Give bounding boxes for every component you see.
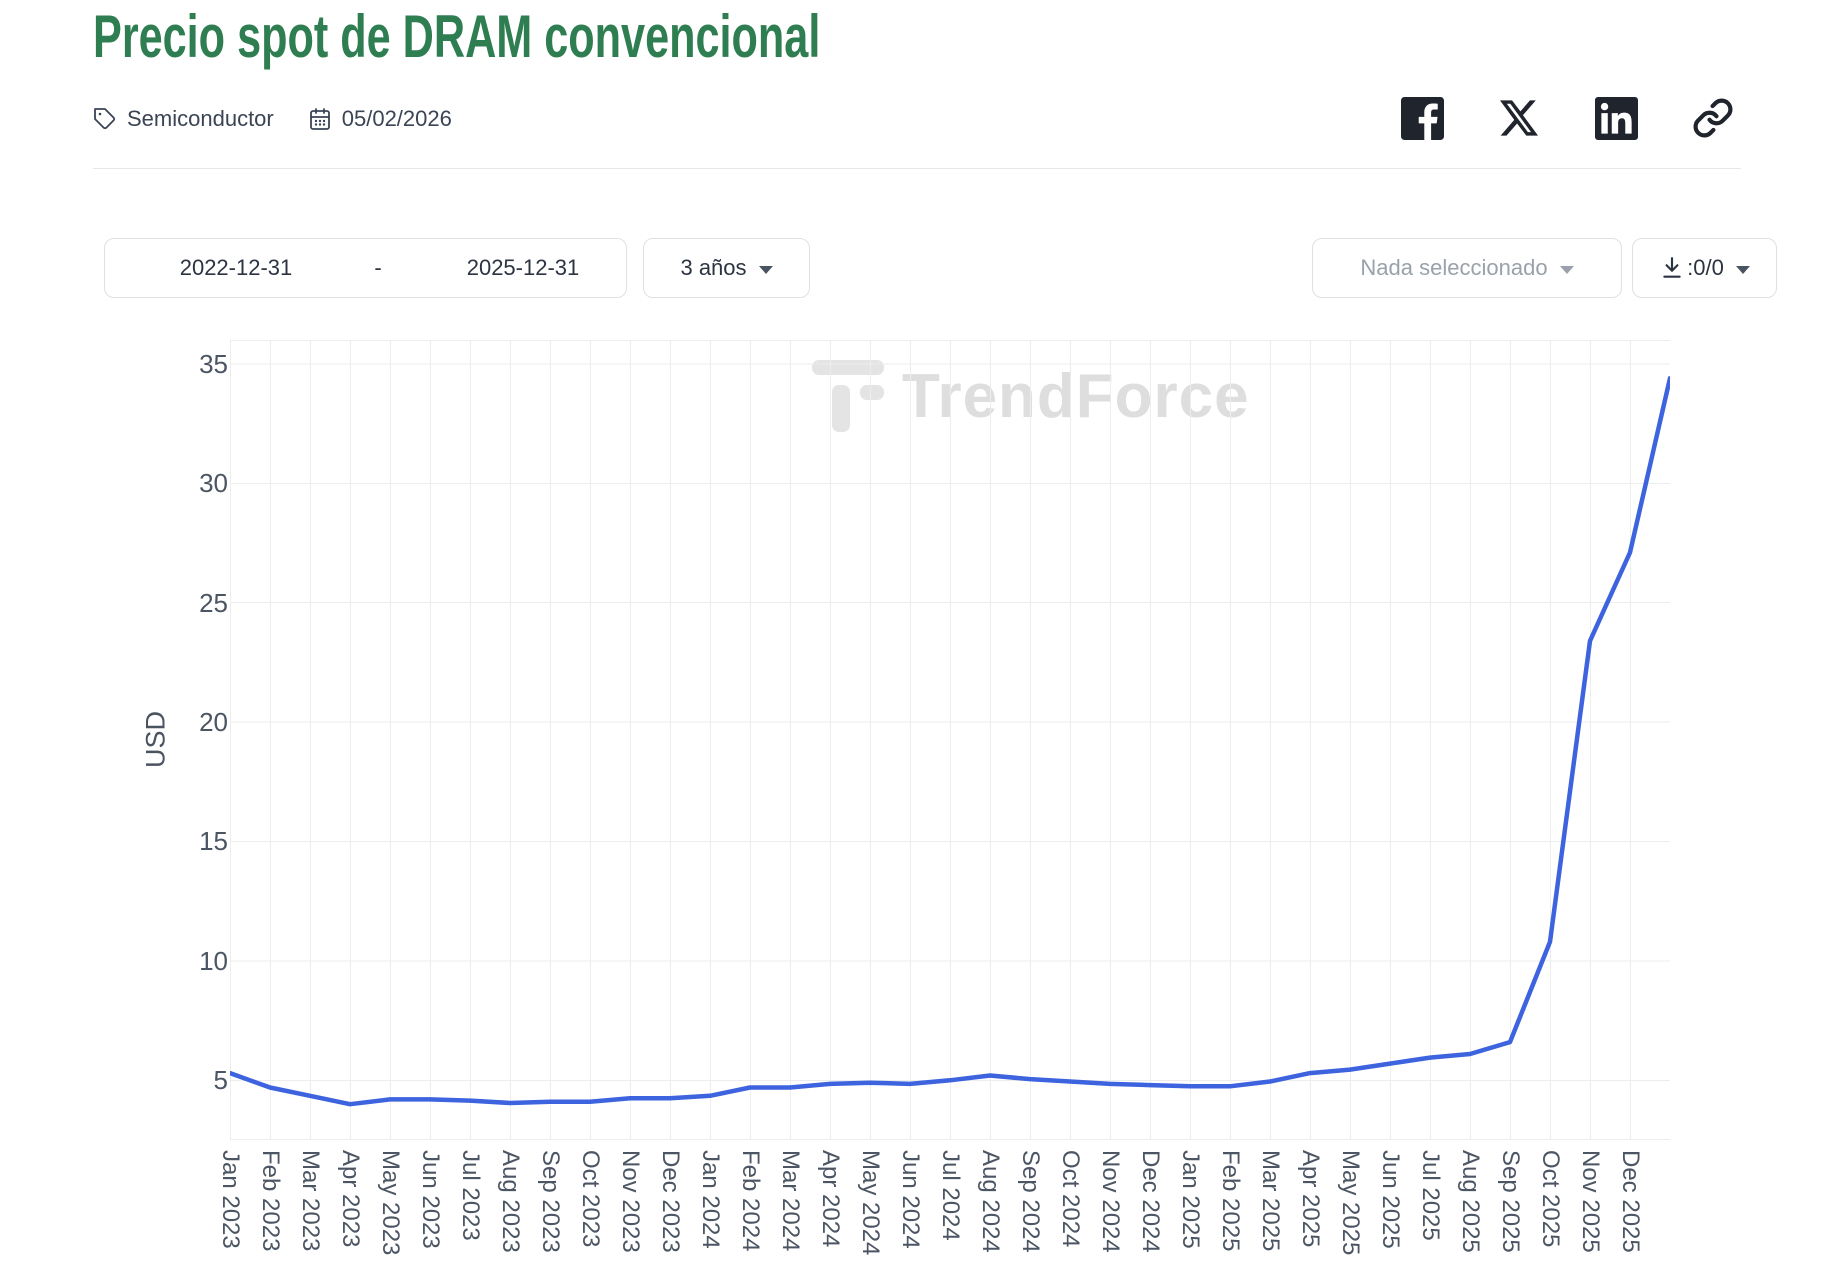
x-tick-label: Mar 2025 xyxy=(1257,1150,1284,1252)
x-tick-label: Jun 2024 xyxy=(897,1150,924,1249)
y-tick-label: 30 xyxy=(199,468,228,499)
x-tick-label: Feb 2024 xyxy=(737,1150,764,1252)
x-tick-label: Jun 2023 xyxy=(417,1150,444,1249)
linkedin-icon xyxy=(1594,96,1638,140)
x-tick-label: Dec 2024 xyxy=(1137,1150,1164,1253)
x-tick-label: May 2024 xyxy=(857,1150,884,1256)
x-tick-label: Jan 2024 xyxy=(697,1150,724,1249)
chevron-down-icon xyxy=(1559,265,1574,274)
page-title: Precio spot de DRAM convencional xyxy=(93,3,821,70)
y-tick-label: 15 xyxy=(199,826,228,857)
y-tick-label: 5 xyxy=(213,1065,228,1096)
x-tick-label: Oct 2024 xyxy=(1057,1150,1084,1248)
y-tick-label: 10 xyxy=(199,945,228,976)
meta-row: Semiconductor 05/02/2026 xyxy=(93,100,486,138)
header-divider xyxy=(93,168,1741,169)
y-tick-label: 35 xyxy=(199,348,228,379)
x-tick-label: Jun 2025 xyxy=(1377,1150,1404,1249)
price-line-series xyxy=(230,375,1670,1107)
publish-date-label: 05/02/2026 xyxy=(341,106,452,131)
category-tag-label: Semiconductor xyxy=(127,106,274,131)
download-count-label: :0/0 xyxy=(1687,255,1724,280)
y-axis-title: USD xyxy=(140,711,171,769)
x-tick-label: Jul 2023 xyxy=(457,1150,484,1241)
date-range-picker[interactable]: 2022-12-31 - 2025-12-31 xyxy=(104,238,627,298)
x-tick-label: Feb 2025 xyxy=(1217,1150,1244,1252)
date-separator: - xyxy=(374,255,382,280)
facebook-icon xyxy=(1400,96,1444,140)
social-share-bar xyxy=(1398,94,1737,142)
x-tick-label: May 2023 xyxy=(377,1150,404,1256)
chevron-down-icon xyxy=(1735,265,1750,274)
copy-link-share-button[interactable] xyxy=(1689,94,1737,142)
series-select-label: Nada seleccionado xyxy=(1360,255,1548,280)
link-icon xyxy=(1693,98,1733,138)
x-tick-label: Aug 2025 xyxy=(1457,1150,1484,1253)
y-tick-label: 25 xyxy=(199,587,228,618)
x-tick-label: Sep 2024 xyxy=(1017,1150,1044,1253)
linkedin-share-button[interactable] xyxy=(1592,94,1640,142)
x-tick-label: Dec 2023 xyxy=(657,1150,684,1253)
x-tick-label: Jul 2024 xyxy=(937,1150,964,1241)
x-tick-label: Mar 2023 xyxy=(297,1150,324,1252)
x-twitter-icon xyxy=(1500,100,1538,136)
x-tick-label: Feb 2023 xyxy=(257,1150,284,1252)
date-to-input[interactable]: 2025-12-31 xyxy=(466,255,580,280)
series-select-dropdown[interactable]: Nada seleccionado xyxy=(1312,238,1622,298)
x-tick-label: Sep 2025 xyxy=(1497,1150,1524,1253)
x-tick-label: Sep 2023 xyxy=(537,1150,564,1253)
y-tick-label: 20 xyxy=(199,707,228,738)
range-preset-label: 3 años xyxy=(680,255,747,280)
x-tick-label: Aug 2023 xyxy=(497,1150,524,1253)
facebook-share-button[interactable] xyxy=(1398,94,1446,142)
download-icon xyxy=(1663,257,1681,278)
x-tick-label: Apr 2023 xyxy=(337,1150,364,1248)
download-dropdown[interactable]: :0/0 xyxy=(1632,238,1777,298)
category-tag[interactable]: Semiconductor xyxy=(93,106,274,132)
chevron-down-icon xyxy=(758,265,773,274)
x-twitter-share-button[interactable] xyxy=(1495,94,1543,142)
x-tick-label: Apr 2024 xyxy=(817,1150,844,1248)
range-preset-dropdown[interactable]: 3 años xyxy=(643,238,810,298)
x-tick-label: Mar 2024 xyxy=(777,1150,804,1252)
date-from-input[interactable]: 2022-12-31 xyxy=(179,255,293,280)
x-tick-label: Nov 2023 xyxy=(617,1150,644,1253)
x-tick-label: Aug 2024 xyxy=(977,1150,1004,1253)
line-chart-plot xyxy=(230,340,1670,1140)
x-tick-label: May 2025 xyxy=(1337,1150,1364,1256)
x-tick-label: Jul 2025 xyxy=(1417,1150,1444,1241)
x-tick-label: Apr 2025 xyxy=(1297,1150,1324,1248)
x-tick-label: Nov 2024 xyxy=(1097,1150,1124,1253)
calendar-icon xyxy=(309,108,330,130)
x-tick-label: Dec 2025 xyxy=(1617,1150,1644,1253)
x-tick-label: Oct 2025 xyxy=(1537,1150,1564,1248)
x-tick-label: Jan 2023 xyxy=(217,1150,244,1249)
publish-date: 05/02/2026 xyxy=(308,106,452,132)
x-tick-label: Nov 2025 xyxy=(1577,1150,1604,1253)
x-tick-label: Jan 2025 xyxy=(1177,1150,1204,1249)
x-tick-label: Oct 2023 xyxy=(577,1150,604,1248)
tag-icon xyxy=(94,108,116,130)
